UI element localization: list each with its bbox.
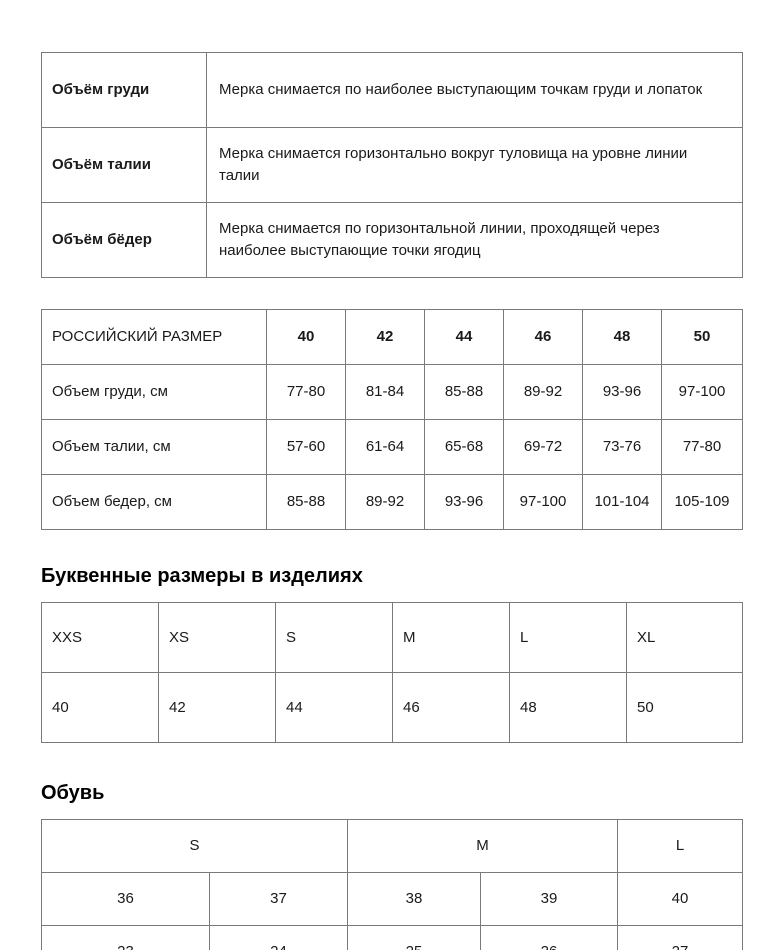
value-cell: 81-84 <box>345 364 425 420</box>
value-cell: 69-72 <box>503 419 583 475</box>
measurement-term-cell: Объём талии <box>41 127 207 203</box>
value-cell: 93-96 <box>424 474 504 530</box>
shoe-cm-size-cell: 27 <box>617 925 744 950</box>
letter-size-cell: M <box>392 602 510 673</box>
value-cell: 73-76 <box>582 419 662 475</box>
value-cell: 77-80 <box>661 419 743 475</box>
value-cell: 65-68 <box>424 419 504 475</box>
table-row: 40 42 44 46 48 50 <box>41 672 743 743</box>
size-header-cell: 42 <box>345 309 425 365</box>
section-heading-letter-sizes: Буквенные размеры в изделиях <box>41 565 363 587</box>
measurement-description-cell: Мерка снимается по наиболее выступающим … <box>206 52 743 128</box>
number-size-cell: 40 <box>41 672 159 743</box>
shoe-eu-size-cell: 38 <box>347 872 482 926</box>
value-cell: 89-92 <box>345 474 425 530</box>
value-cell: 97-100 <box>661 364 743 420</box>
shoe-size-table: S M L 36 37 38 39 40 23 24 25 26 27 <box>40 819 744 950</box>
table-row: Объем талии, см 57-60 61-64 65-68 69-72 … <box>41 419 743 475</box>
table-row: Объём талии Мерка снимается горизонтальн… <box>41 127 743 203</box>
size-header-cell: 48 <box>582 309 662 365</box>
measure-label-cell: Объем груди, см <box>41 364 267 420</box>
shoe-cm-size-cell: 24 <box>208 925 349 950</box>
shoe-eu-size-cell: 40 <box>617 872 744 926</box>
table-row: 36 37 38 39 40 <box>41 872 744 926</box>
number-size-cell: 42 <box>158 672 276 743</box>
table-row: 23 24 25 26 27 <box>41 925 744 950</box>
shoe-group-header-cell: S <box>40 819 349 873</box>
value-cell: 85-88 <box>424 364 504 420</box>
letter-size-table: XXS XS S M L XL 40 42 44 46 48 50 <box>41 602 743 743</box>
shoe-group-header-cell: L <box>617 819 744 873</box>
size-header-cell: 40 <box>266 309 346 365</box>
value-cell: 77-80 <box>266 364 346 420</box>
table-row: S M L <box>40 819 744 873</box>
value-cell: 105-109 <box>661 474 743 530</box>
number-size-cell: 44 <box>275 672 393 743</box>
russian-size-table: РОССИЙСКИЙ РАЗМЕР 40 42 44 46 48 50 Объе… <box>41 309 743 530</box>
section-heading-shoes: Обувь <box>41 782 105 804</box>
table-row: Объем груди, см 77-80 81-84 85-88 89-92 … <box>41 364 743 420</box>
value-cell: 93-96 <box>582 364 662 420</box>
letter-size-cell: S <box>275 602 393 673</box>
table-row: Объём груди Мерка снимается по наиболее … <box>41 52 743 128</box>
size-header-cell: 44 <box>424 309 504 365</box>
size-header-cell: 50 <box>661 309 743 365</box>
content-area: Объём груди Мерка снимается по наиболее … <box>40 52 744 950</box>
value-cell: 101-104 <box>582 474 662 530</box>
shoe-eu-size-cell: 39 <box>480 872 619 926</box>
value-cell: 85-88 <box>266 474 346 530</box>
measurement-description-cell: Мерка снимается горизонтально вокруг тул… <box>206 127 743 203</box>
measurement-definitions-table: Объём груди Мерка снимается по наиболее … <box>41 52 743 278</box>
value-cell: 89-92 <box>503 364 583 420</box>
table-row: XXS XS S M L XL <box>41 602 743 673</box>
value-cell: 61-64 <box>345 419 425 475</box>
table-row: Объём бёдер Мерка снимается по горизонта… <box>41 202 743 278</box>
table-row: РОССИЙСКИЙ РАЗМЕР 40 42 44 46 48 50 <box>41 309 743 365</box>
measurement-description-cell: Мерка снимается по горизонтальной линии,… <box>206 202 743 278</box>
letter-size-cell: XL <box>626 602 743 673</box>
measurement-term-cell: Объём бёдер <box>41 202 207 278</box>
number-size-cell: 48 <box>509 672 627 743</box>
russian-size-header-cell: РОССИЙСКИЙ РАЗМЕР <box>41 309 267 365</box>
number-size-cell: 46 <box>392 672 510 743</box>
letter-size-cell: L <box>509 602 627 673</box>
shoe-cm-size-cell: 26 <box>480 925 619 950</box>
measure-label-cell: Объем бедер, см <box>41 474 267 530</box>
shoe-eu-size-cell: 36 <box>41 872 210 926</box>
measurement-term-cell: Объём груди <box>41 52 207 128</box>
shoe-cm-size-cell: 23 <box>41 925 210 950</box>
measure-label-cell: Объем талии, см <box>41 419 267 475</box>
value-cell: 97-100 <box>503 474 583 530</box>
shoe-eu-size-cell: 37 <box>208 872 349 926</box>
value-cell: 57-60 <box>266 419 346 475</box>
size-header-cell: 46 <box>503 309 583 365</box>
table-row: Объем бедер, см 85-88 89-92 93-96 97-100… <box>41 474 743 530</box>
letter-size-cell: XXS <box>41 602 159 673</box>
shoe-cm-size-cell: 25 <box>347 925 482 950</box>
shoe-group-header-cell: M <box>347 819 619 873</box>
letter-size-cell: XS <box>158 602 276 673</box>
number-size-cell: 50 <box>626 672 743 743</box>
